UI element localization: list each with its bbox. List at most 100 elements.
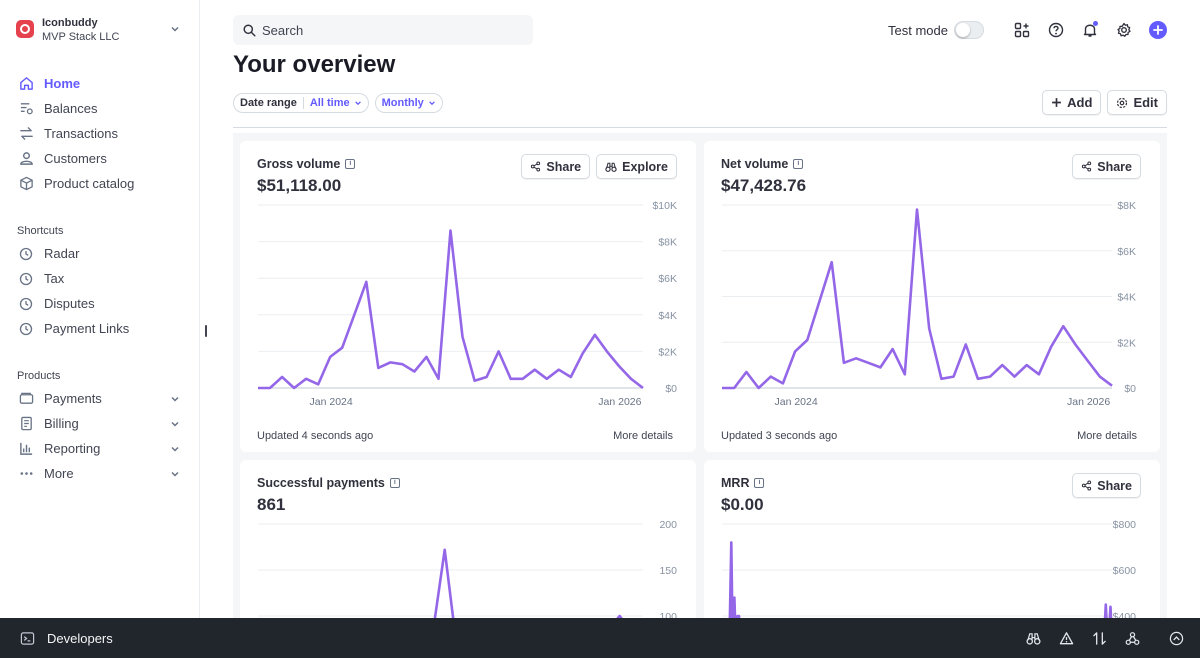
y-tick-label: $6K [658,273,677,285]
help-icon[interactable] [1046,20,1066,40]
account-switcher[interactable]: Iconbuddy MVP Stack LLC [16,16,184,48]
x-tick-label: Jan 2026 [1067,396,1110,408]
chevron-up-circle-icon[interactable] [1166,628,1186,648]
info-icon[interactable]: i [345,159,356,169]
test-mode-label: Test mode [888,22,948,38]
y-tick-label: $8K [658,237,677,249]
webhooks-icon[interactable] [1122,628,1142,648]
y-tick-label: $10K [652,200,677,212]
share-button[interactable]: Share [1072,154,1141,179]
info-icon[interactable]: i [389,478,400,488]
sidebar-item-transactions[interactable]: Transactions [0,121,200,146]
sidebar-item-customers[interactable]: Customers [0,146,200,171]
share-icon [531,161,541,172]
sidebar-item-reporting[interactable]: Reporting [0,436,200,461]
test-mode-toggle[interactable] [954,21,984,39]
shortcuts-nav: Radar Tax Disputes Payment Links [0,241,200,341]
sidebar-item-disputes[interactable]: Disputes [0,291,200,316]
sidebar-item-label: Disputes [44,296,95,311]
card-value: $47,428.76 [721,176,807,195]
info-icon[interactable]: i [793,159,804,169]
warning-icon[interactable] [1056,628,1076,648]
successful-payments-card[interactable]: Successful payments i 861 100 150 200 [240,460,696,630]
x-tick-label: Jan 2026 [598,396,641,408]
add-button[interactable]: Add [1042,90,1102,115]
sidebar-item-billing[interactable]: Billing [0,411,200,436]
mrr-card[interactable]: MRR i $0.00 Share $400 $600 $800 [704,460,1160,630]
gear-icon [1117,97,1128,108]
info-icon[interactable]: i [754,478,765,488]
chevron-down-icon [171,446,179,452]
plus-icon [1052,98,1062,107]
share-button[interactable]: Share [1072,473,1141,498]
net-volume-card[interactable]: Net volume i $47,428.76 Share $0 $2K $4K $6K… [704,141,1160,452]
clock-icon [18,321,34,337]
card-value: 861 [257,495,286,514]
sidebar-item-payments[interactable]: Payments [0,386,200,411]
edit-button[interactable]: Edit [1107,90,1167,115]
add-label: Add [1067,95,1093,110]
create-plus-icon[interactable] [1148,20,1168,40]
chevron-down-icon [354,101,361,106]
sidebar-item-more[interactable]: More [0,461,200,486]
y-tick-label: $8K [1117,200,1136,212]
sidebar-item-label: Billing [44,416,79,431]
sidebar-item-label: Payment Links [44,321,130,336]
developers-bar: Developers [0,618,1200,658]
search-input[interactable] [262,22,512,38]
search-bar[interactable] [233,15,533,45]
gross-volume-card[interactable]: Gross volume i $51,118.00 Share Explore $… [240,141,696,452]
apps-icon[interactable] [1012,20,1032,40]
page-actions: Add Edit [1036,90,1167,115]
date-range-filter[interactable]: Date range All time [233,93,369,113]
sort-arrows-icon[interactable] [1089,628,1109,648]
more-details-link[interactable]: More details [1077,430,1137,442]
series-line [343,548,643,630]
header-actions: Test mode [888,19,1168,41]
filters: Date range All time Monthly [233,93,449,113]
sidebar-item-product-catalog[interactable]: Product catalog [0,171,200,196]
y-tick-label: $4K [658,310,677,322]
gross-volume-chart: $0 $2K $4K $6K $8K $10K Jan 2024 Jan 2026 [258,200,677,408]
sidebar-item-label: Tax [44,271,65,286]
explore-button[interactable]: Explore [596,154,677,179]
sidebar-item-label: Product catalog [44,176,135,191]
transactions-icon [18,126,34,142]
shortcuts-title: Shortcuts [17,225,64,237]
sidebar-item-tax[interactable]: Tax [0,266,200,291]
settings-gear-icon[interactable] [1114,20,1134,40]
chevron-down-icon [171,471,179,477]
x-tick-label: Jan 2024 [310,396,353,408]
chevron-down-icon [171,26,179,32]
payments-icon [18,391,34,407]
chevron-down-icon [171,396,179,402]
card-title: Successful payments i [257,476,400,490]
sidebar-item-label: Home [44,76,81,91]
sidebar-item-radar[interactable]: Radar [0,241,200,266]
binoculars-icon [605,162,617,172]
interval-filter[interactable]: Monthly [374,93,443,113]
clock-icon [18,246,34,262]
more-details-link[interactable]: More details [613,430,673,442]
sidebar-item-payment-links[interactable]: Payment Links [0,316,200,341]
series-line [258,229,644,390]
sidebar-item-balances[interactable]: Balances [0,96,200,121]
y-tick-label: $0 [1124,383,1136,395]
series-line [726,541,1113,630]
notifications-icon[interactable] [1080,20,1100,40]
balances-icon [18,101,34,117]
share-button[interactable]: Share [521,154,591,179]
sidebar-item-home[interactable]: Home [0,71,200,96]
account-company: MVP Stack LLC [42,31,120,43]
developers-label[interactable]: Developers [47,630,113,646]
card-title: MRR i [721,476,765,490]
edit-label: Edit [1133,95,1158,110]
binoculars-icon[interactable] [1023,628,1043,648]
product-catalog-icon [18,176,34,192]
sidebar-item-label: Customers [44,151,107,166]
y-tick-label: $4K [1117,292,1136,304]
sidebar-resize-handle[interactable] [205,325,207,337]
reporting-icon [18,441,34,457]
updated-text: Updated 3 seconds ago [721,430,838,442]
